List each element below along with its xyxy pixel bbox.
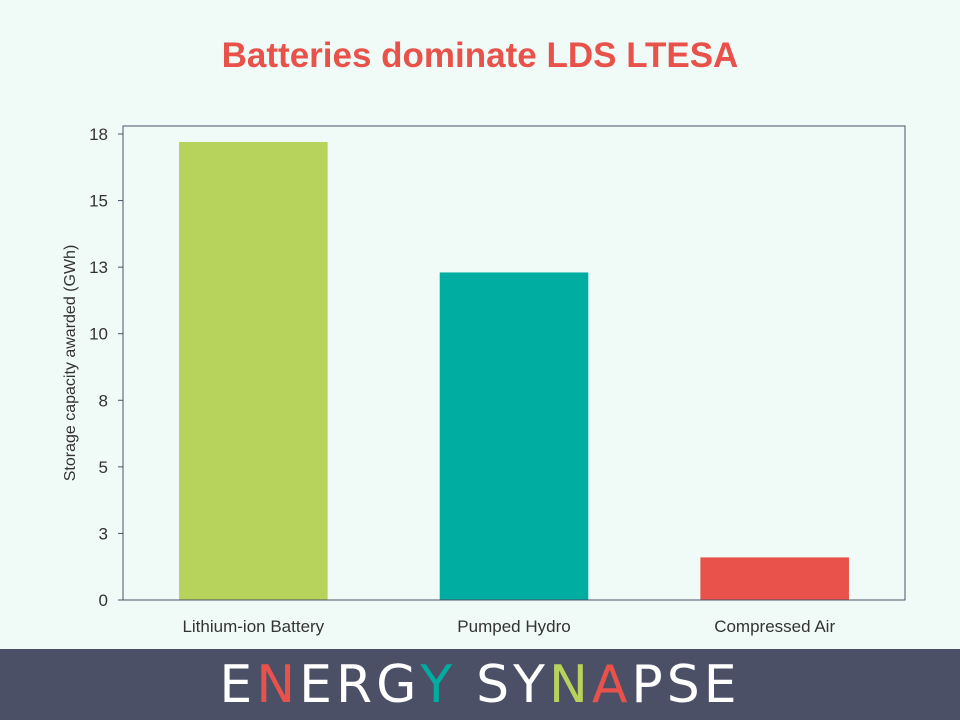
brand-letter: A	[591, 654, 632, 715]
brand-letter: Y	[420, 654, 457, 715]
y-axis-title: Storage capacity awarded (GWh)	[62, 245, 79, 482]
y-tick-label: 3	[99, 524, 108, 543]
y-tick-label: 13	[89, 258, 108, 277]
brand-letter: E	[299, 654, 336, 715]
brand-letter: P	[631, 654, 667, 715]
y-tick-label: 0	[99, 591, 108, 610]
bar	[439, 272, 589, 600]
brand-letter: S	[666, 654, 704, 715]
chart-title: Batteries dominate LDS LTESA	[221, 36, 739, 75]
y-tick-label: 8	[99, 391, 108, 410]
y-tick-label: 5	[99, 458, 108, 477]
brand-letter: Y	[513, 654, 549, 715]
x-tick-label: Pumped Hydro	[457, 617, 570, 636]
y-tick-label: 15	[89, 192, 108, 211]
bar	[179, 141, 328, 600]
x-axis-labels: Lithium-ion Battery Pumped Hydro Compresse…	[182, 617, 835, 636]
brand-letter: E	[219, 654, 257, 715]
bar	[700, 557, 849, 600]
bar-chart: 0 3 5 8 10 13 15 18 Lithium-ion Battery Pumped H…	[62, 125, 906, 636]
y-axis-ticks: 0 3 5 8 10 13 15 18	[89, 125, 123, 610]
y-tick-label: 18	[89, 125, 108, 144]
y-tick-label: 10	[89, 325, 108, 344]
brand-space	[456, 655, 476, 715]
x-tick-label: Compressed Air	[714, 617, 835, 636]
bars	[179, 141, 849, 600]
brand-letter: E	[703, 654, 741, 715]
brand-letter: G	[376, 654, 421, 715]
brand-letter: N	[548, 654, 592, 715]
brand-letter: N	[256, 654, 300, 715]
brand-letter: R	[335, 654, 377, 715]
plot-frame	[122, 125, 906, 601]
brand-letter: S	[476, 654, 514, 715]
x-tick-label: Lithium-ion Battery	[182, 617, 324, 636]
